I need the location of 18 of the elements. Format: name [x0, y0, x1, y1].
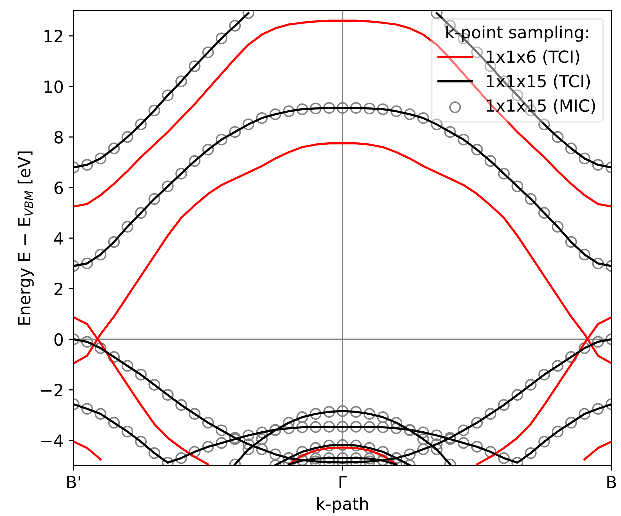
legend-label: 1x1x6 (TCI)	[487, 50, 580, 66]
y-tick-label: 6	[54, 182, 64, 194]
y-tick-label: 8	[54, 131, 64, 144]
y-tick-label: 4	[54, 232, 64, 245]
y-tick-label: −2	[41, 384, 63, 396]
legend-label: 1x1x15 (TCI)	[487, 74, 590, 90]
y-tick-label: 2	[54, 282, 63, 296]
x-tick-label: Γ	[340, 476, 348, 488]
x-tick-label: B'	[68, 476, 80, 488]
y-tick-label: 12	[44, 30, 63, 42]
legend-label: 1x1x15 (MIC)	[487, 99, 596, 114]
y-tick-label: 0	[54, 333, 64, 346]
y-axis-title: Energy E − E$_{VBM}$ [eV]	[18, 152, 34, 325]
x-tick-label: B	[608, 476, 616, 488]
y-tick-label: −4	[41, 434, 64, 447]
x-axis-title: k-path	[318, 497, 368, 514]
legend-title: k-point sampling:	[446, 26, 588, 42]
y-tick-label: 10	[44, 80, 64, 94]
